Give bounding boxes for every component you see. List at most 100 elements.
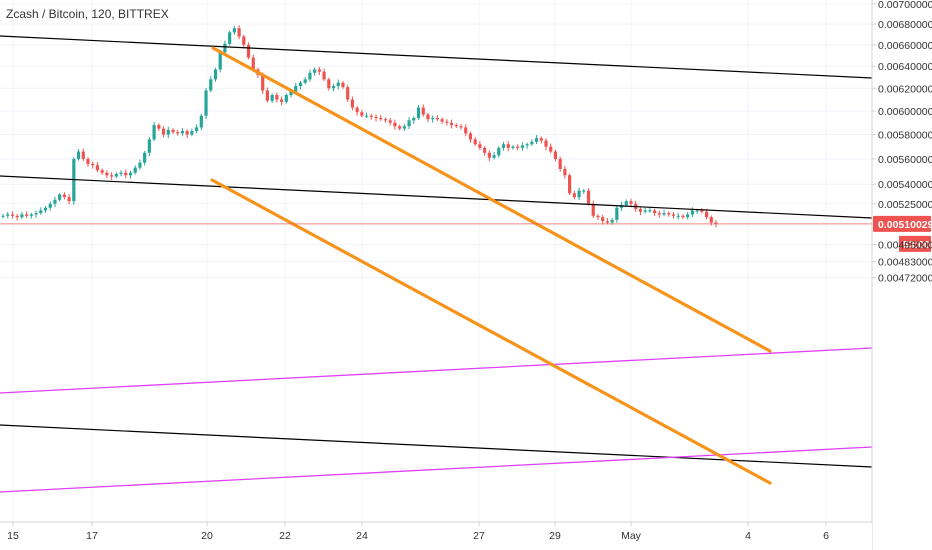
candle-series	[1, 25, 718, 228]
candle-body	[601, 217, 605, 222]
candle-body	[176, 132, 180, 134]
candle-body	[700, 210, 704, 212]
candle-body	[695, 210, 699, 212]
time-axis[interactable]: 15 17 20 22 24 27 29 May 4 6	[0, 521, 872, 550]
candle-body	[232, 28, 236, 33]
price-tick-label: 0.00525000	[878, 199, 932, 211]
candle-body	[492, 155, 496, 158]
candle-body	[667, 213, 671, 215]
candle-body	[398, 126, 402, 129]
candle-body	[152, 125, 156, 140]
trendline-middle	[0, 175, 873, 219]
candle-body	[388, 120, 392, 123]
candle-body	[379, 118, 383, 120]
candle-body	[209, 79, 213, 91]
time-tick-label: 20	[201, 530, 213, 542]
channel-upper-line	[211, 46, 772, 353]
candle-body	[62, 194, 66, 198]
candle-body	[459, 126, 463, 128]
last-price-label: 0.00510029	[878, 219, 932, 231]
candle-body	[171, 129, 175, 133]
candle-body	[714, 222, 718, 224]
candle-body	[81, 151, 85, 159]
candle-body	[426, 114, 430, 120]
candle-body	[147, 139, 151, 153]
candle-body	[58, 194, 62, 200]
candle-body	[577, 190, 581, 198]
time-tick-label: 17	[86, 530, 98, 542]
support-line-upper	[0, 347, 873, 394]
price-tick-label: 0.00472000	[878, 273, 932, 285]
candle-body	[416, 107, 421, 119]
price-tick-label: 0.00580000	[878, 130, 932, 142]
candle-body	[223, 43, 227, 53]
candle-body	[34, 213, 38, 215]
resistance-trendline-top	[0, 35, 873, 79]
candle-body	[539, 138, 543, 141]
price-tick-label: 0.00495000	[878, 240, 932, 252]
candle-body	[431, 118, 435, 120]
candle-body	[435, 118, 440, 120]
candle-body	[709, 217, 713, 223]
candle-body	[327, 79, 331, 89]
candle-body	[95, 165, 100, 171]
last-price-badge	[873, 215, 931, 232]
candle-body	[105, 172, 109, 176]
candle-body	[610, 219, 614, 223]
candle-body	[553, 151, 558, 159]
candle-body	[308, 72, 312, 80]
candle-body	[478, 144, 482, 148]
candle-body	[525, 144, 529, 146]
candle-body	[544, 140, 548, 147]
trend-drawings	[0, 35, 873, 493]
candle-body	[369, 115, 373, 117]
candle-body	[265, 90, 270, 101]
candle-body	[213, 69, 218, 80]
candle-body	[237, 28, 241, 37]
candle-body	[671, 214, 676, 216]
candle-body	[615, 207, 619, 220]
time-tick-label: 15	[7, 530, 19, 542]
candle-body	[530, 141, 534, 145]
candle-body	[190, 131, 194, 135]
candle-body	[161, 128, 166, 135]
candle-body	[464, 127, 468, 134]
price-axis[interactable]: 0.00700000 0.00680000 0.00660000 0.00640000…	[871, 0, 932, 550]
candle-body	[341, 82, 345, 88]
candle-body	[110, 175, 114, 177]
candle-body	[204, 90, 208, 116]
candle-body	[511, 146, 515, 148]
candle-body	[199, 115, 203, 128]
candle-body	[487, 152, 491, 158]
candle-body	[653, 210, 657, 214]
candle-body	[289, 91, 293, 96]
candle-body	[483, 147, 487, 153]
candle-body	[261, 74, 265, 91]
candle-body	[251, 57, 255, 70]
candle-body	[100, 170, 104, 173]
candle-body	[350, 99, 355, 108]
candle-body	[360, 112, 364, 116]
price-tick-label: 0.00600000	[878, 106, 932, 118]
candle-body	[29, 214, 33, 216]
candle-body	[228, 32, 232, 44]
candle-body	[303, 79, 307, 83]
price-tick-label: 0.00660000	[878, 40, 932, 52]
price-tick-label: 0.00700000	[878, 0, 932, 11]
candle-body	[690, 210, 694, 215]
candle-body	[445, 121, 449, 123]
candle-body	[364, 115, 369, 117]
candle-body	[402, 126, 406, 129]
candle-body	[86, 158, 90, 164]
candle-body	[657, 213, 661, 215]
candle-body	[704, 211, 709, 218]
candle-body	[6, 214, 10, 216]
candle-body	[440, 119, 444, 122]
candle-body	[393, 122, 397, 127]
candle-body	[48, 203, 52, 208]
candle-body	[558, 158, 562, 169]
candle-body	[43, 207, 48, 211]
candle-body	[572, 193, 576, 198]
candle-body	[76, 151, 81, 159]
